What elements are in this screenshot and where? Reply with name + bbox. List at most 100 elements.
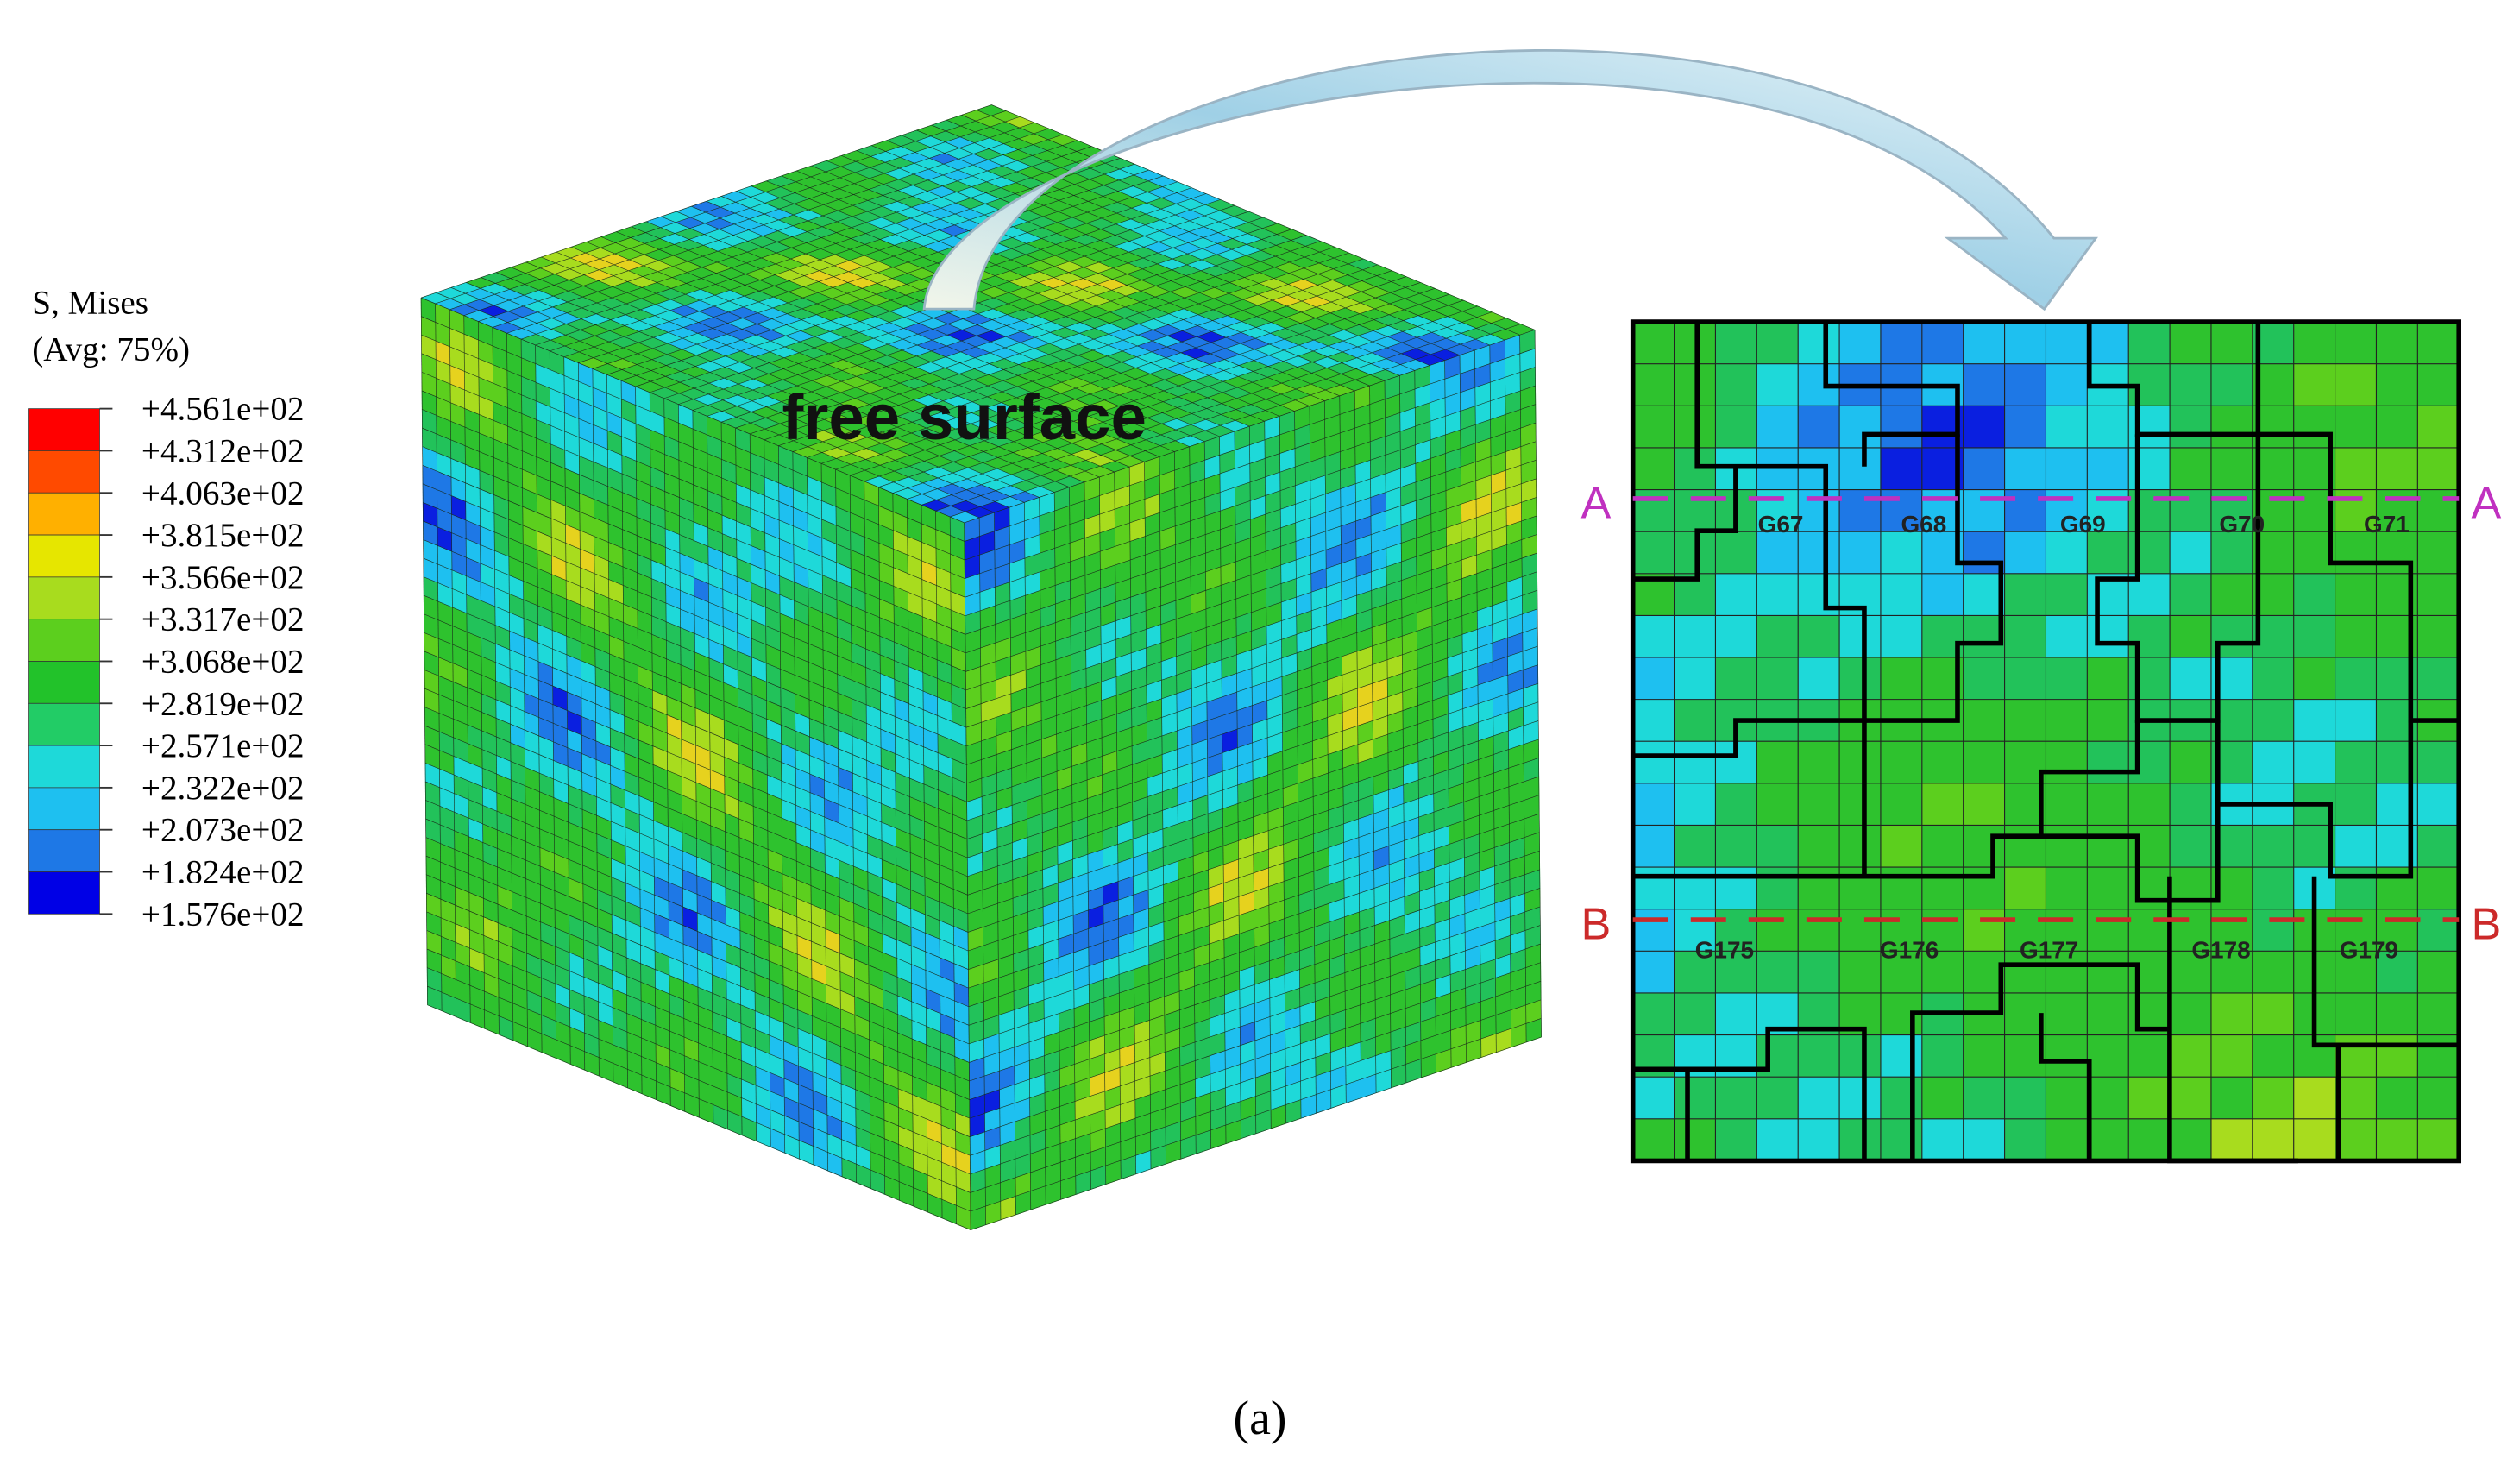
mesh-cell	[895, 734, 910, 760]
mesh-cell	[650, 504, 666, 530]
mesh-cell	[794, 600, 809, 626]
cube	[421, 104, 1542, 1230]
mesh-cell	[664, 472, 680, 498]
panel-cell	[1963, 1077, 2006, 1120]
mesh-cell	[952, 758, 967, 784]
mesh-cell	[536, 475, 551, 500]
mesh-cell	[520, 357, 537, 383]
panel-cell	[1798, 1034, 1841, 1078]
mesh-cell	[783, 1022, 799, 1048]
panel-cell	[2210, 992, 2253, 1036]
mesh-cell	[955, 1130, 971, 1156]
panel-cell	[2128, 531, 2171, 575]
mesh-cell	[621, 473, 637, 499]
mesh-cell	[878, 580, 895, 606]
mesh-cell	[895, 771, 910, 797]
legend-band	[28, 745, 100, 789]
mesh-cell	[655, 1025, 670, 1051]
mesh-cell	[778, 482, 794, 508]
panel-cell	[2128, 489, 2171, 533]
mesh-cell	[782, 836, 797, 862]
mesh-cell	[654, 969, 670, 995]
mesh-cell	[808, 699, 824, 725]
mesh-cell	[950, 591, 965, 617]
mesh-cell	[794, 619, 809, 644]
mesh-cell	[510, 724, 525, 750]
mesh-cell	[656, 1080, 671, 1106]
panel-cell	[1756, 909, 1800, 953]
mesh-cell	[554, 853, 569, 879]
mesh-cell	[595, 759, 611, 785]
mesh-cell	[769, 997, 784, 1023]
mesh-cell	[908, 610, 923, 636]
panel-cell	[1715, 615, 1758, 658]
mesh-cell	[924, 877, 940, 902]
mesh-cell	[808, 643, 824, 669]
panel-cell	[2087, 1118, 2130, 1162]
mesh-cell	[551, 574, 567, 600]
mesh-cell	[754, 973, 770, 999]
mesh-cell	[738, 837, 754, 863]
panel-cell	[1839, 741, 1882, 784]
panel-cell	[1963, 783, 2006, 827]
panel-cell	[1674, 1118, 1717, 1162]
mesh-cell	[554, 927, 570, 953]
mesh-cell	[752, 806, 768, 832]
panel-cell	[2004, 363, 2047, 407]
mesh-cell	[880, 766, 896, 792]
mesh-cell	[594, 517, 609, 543]
panel-cell	[1798, 406, 1841, 449]
mesh-cell	[524, 674, 539, 700]
mesh-cell	[611, 839, 626, 865]
mesh-cell	[779, 556, 795, 582]
panel-cell	[1798, 1077, 1841, 1120]
mesh-cell	[612, 951, 627, 977]
mesh-cell	[737, 613, 752, 639]
mesh-cell	[907, 573, 923, 599]
panel-cell	[2170, 322, 2212, 365]
panel-cell	[2046, 447, 2089, 491]
panel-cell	[1715, 322, 1758, 365]
mesh-cell	[739, 911, 755, 937]
mesh-cell	[768, 886, 783, 912]
mesh-cell	[620, 380, 636, 406]
mesh-cell	[812, 1090, 827, 1116]
panel-cell	[1674, 489, 1717, 533]
mesh-cell	[555, 1002, 570, 1028]
mesh-cell	[925, 970, 940, 996]
mesh-cell	[593, 462, 608, 487]
mesh-cell	[666, 658, 682, 684]
mesh-cell	[868, 984, 883, 1009]
mesh-cell	[764, 569, 780, 595]
mesh-cell	[525, 748, 540, 774]
mesh-cell	[697, 968, 713, 994]
mesh-cell	[581, 790, 597, 816]
panel-cell	[1674, 1077, 1717, 1120]
mesh-cell	[639, 926, 656, 952]
mesh-cell	[596, 871, 612, 896]
mesh-cell	[921, 523, 936, 549]
mesh-cell	[737, 632, 752, 658]
mesh-cell	[594, 685, 611, 711]
panel-cell	[1839, 531, 1882, 575]
mesh-cell	[610, 802, 625, 828]
cube-top-face	[421, 104, 1536, 523]
mesh-cell	[679, 553, 694, 579]
mesh-line	[916, 130, 1460, 355]
mesh-cell	[925, 988, 940, 1014]
panel-cell	[2087, 951, 2130, 994]
mesh-cell	[936, 603, 952, 629]
mesh-cell	[922, 635, 938, 661]
mesh-line	[737, 192, 1280, 417]
mesh-cell	[897, 1051, 913, 1077]
mesh-cell	[753, 861, 769, 887]
mesh-cell	[565, 524, 581, 550]
mesh-cell	[594, 666, 610, 692]
mesh-cell	[836, 562, 852, 588]
mesh-cell	[839, 915, 855, 941]
mesh-cell	[855, 1126, 870, 1152]
mesh-cell	[506, 388, 522, 414]
mesh-cell	[941, 1161, 957, 1187]
mesh-cell	[550, 369, 565, 395]
mesh-cell	[654, 950, 669, 976]
